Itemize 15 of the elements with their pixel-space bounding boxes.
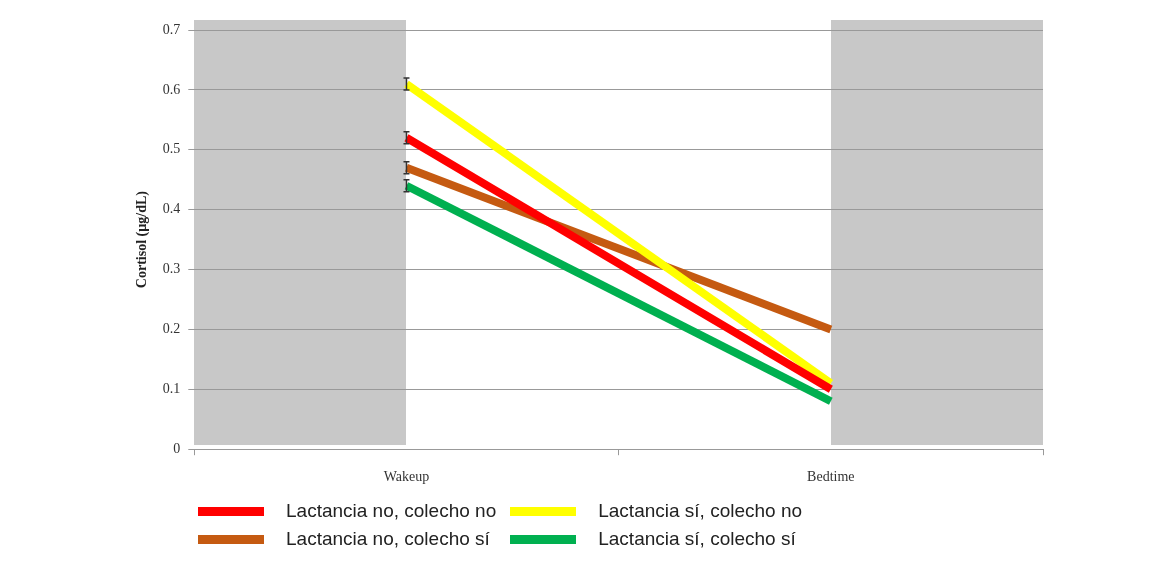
y-tick-label: 0.7 [162,21,181,37]
y-tick-label: 0.3 [162,261,181,277]
legend-label: Lactancia sí, colecho sí [598,528,796,550]
legend-label: Lactancia no, colecho sí [286,528,490,550]
y-tick-label: 0.2 [162,321,181,337]
legend-label: Lactancia no, colecho no [286,500,497,522]
y-axis-title: Cortisol (µg/dL) [134,190,151,289]
y-tick-label: 0.5 [162,141,181,157]
y-tick-label: 0.1 [162,380,181,396]
y-tick-label: 0 [173,440,181,456]
y-tick-label: 0.6 [162,81,181,97]
x-tick-label: Bedtime [807,469,855,485]
legend-label: Lactancia sí, colecho no [598,500,803,522]
y-tick-label: 0.4 [162,201,181,217]
x-tick-label: Wakeup [383,469,430,485]
